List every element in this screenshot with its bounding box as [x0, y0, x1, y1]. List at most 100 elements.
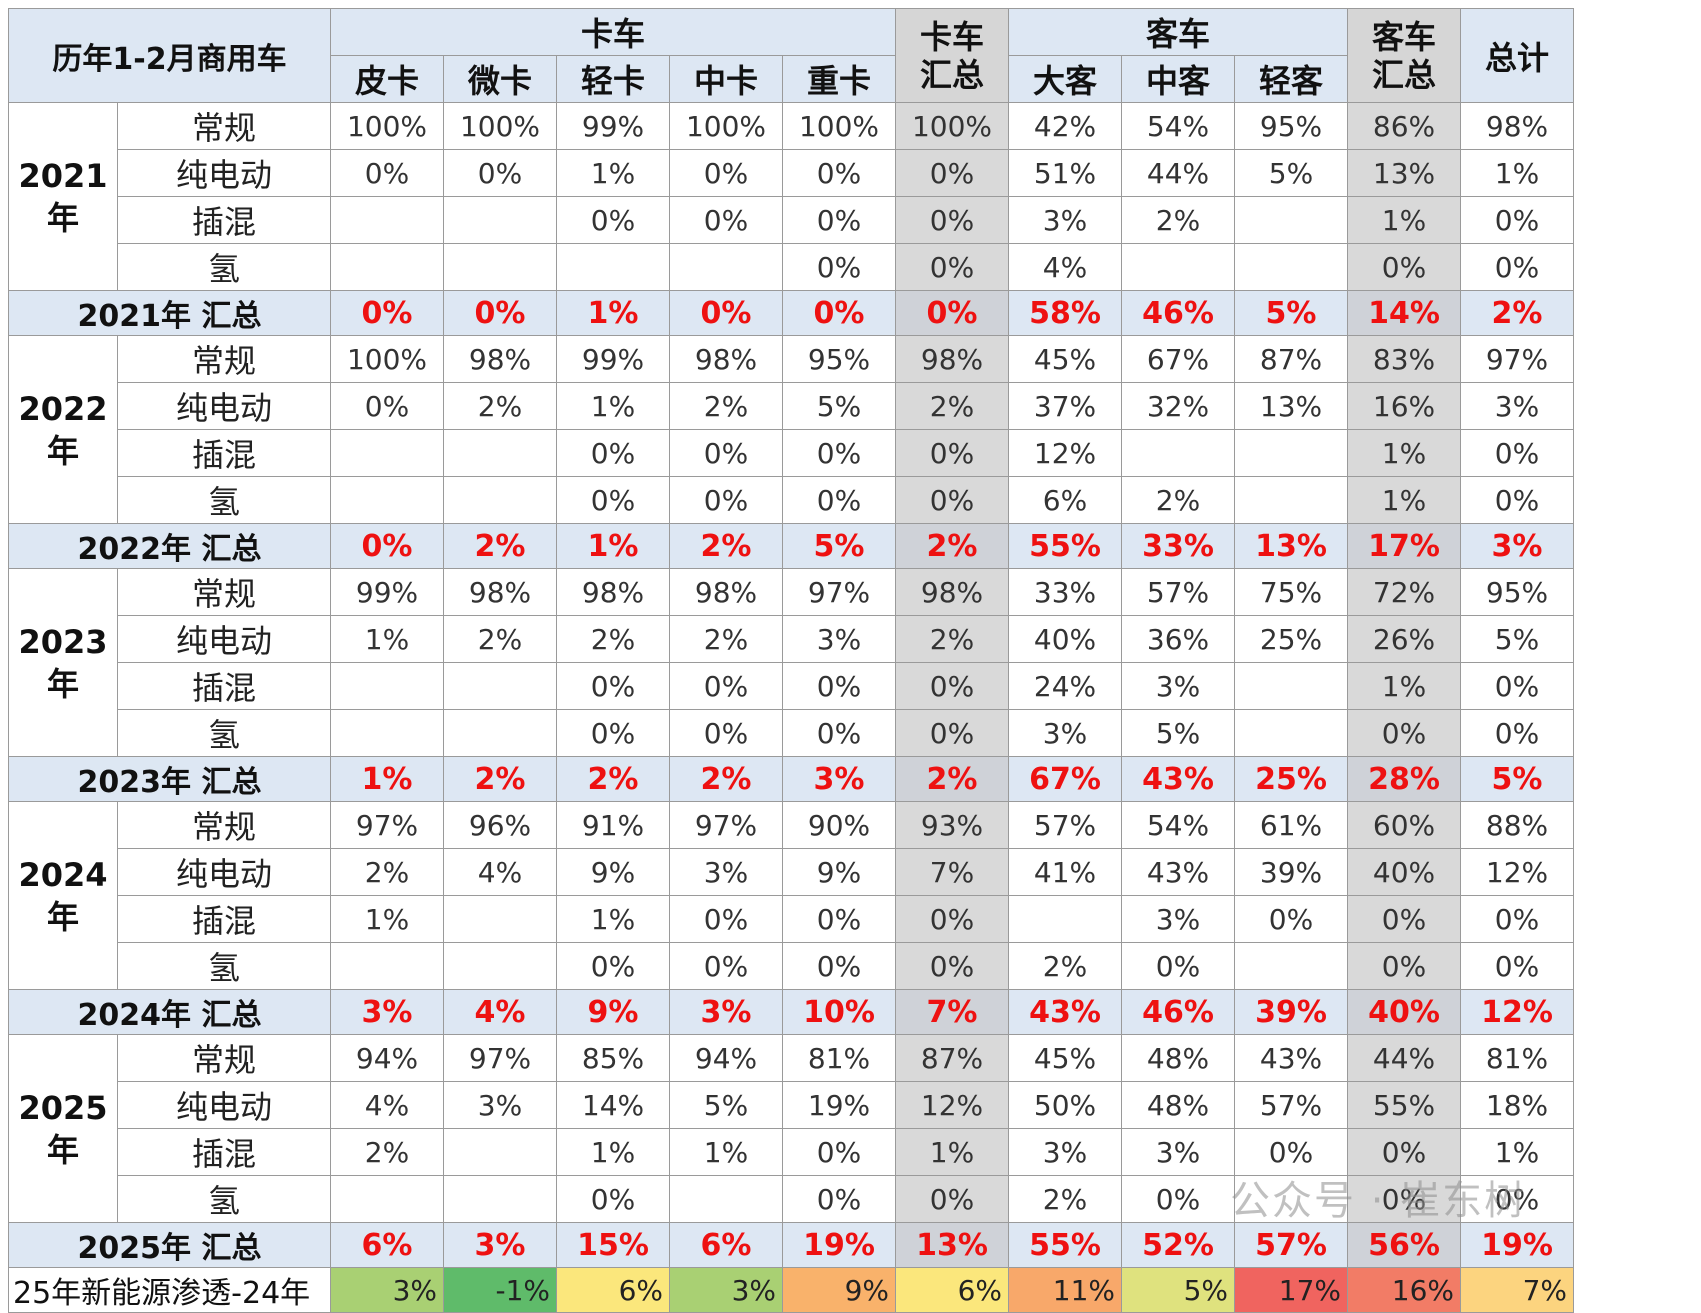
- value-cell: 97%: [443, 1034, 557, 1082]
- summary-value: 5%: [1234, 290, 1348, 336]
- value-cell: 0%: [556, 476, 670, 524]
- value-cell: 97%: [669, 801, 783, 849]
- value-cell: 12%: [1460, 848, 1574, 896]
- table-row: 氢 0% 0% 0% 0% 3% 5% 0% 0%: [9, 709, 1574, 757]
- value-cell: 2%: [330, 848, 444, 896]
- value-cell: 0%: [895, 196, 1009, 244]
- value-cell: 0%: [669, 149, 783, 197]
- value-cell: 5%: [1121, 709, 1235, 757]
- value-cell: 0%: [669, 429, 783, 477]
- summary-value: 19%: [782, 1222, 896, 1268]
- summary-value: 2%: [669, 523, 783, 569]
- value-cell: 24%: [1008, 662, 1122, 710]
- value-cell: [443, 709, 557, 757]
- bus-group-header: 客车: [1008, 8, 1348, 56]
- powertrain-label: 插混: [117, 429, 331, 477]
- value-cell: 0%: [669, 196, 783, 244]
- summary-value: 1%: [330, 756, 444, 802]
- value-cell: 0%: [782, 709, 896, 757]
- summary-value: 17%: [1347, 523, 1461, 569]
- summary-value: 6%: [669, 1222, 783, 1268]
- value-cell: [556, 243, 670, 291]
- table-row: 2021 年常规 100% 100% 99% 100% 100% 100% 42% 54% 95% 8…: [8, 102, 1574, 291]
- summary-value: 2%: [443, 523, 557, 569]
- value-cell: [443, 1128, 557, 1176]
- value-cell: 3%: [1008, 1128, 1122, 1176]
- summary-value: 2%: [895, 523, 1009, 569]
- summary-value: 3%: [443, 1222, 557, 1268]
- summary-label: 2022年 汇总: [8, 523, 331, 569]
- table-row: 插混 0% 0% 0% 0% 3% 2% 1% 0%: [9, 196, 1574, 244]
- powertrain-label: 氢: [117, 709, 331, 757]
- table-row: 纯电动 2% 4% 9% 3% 9% 7% 41% 43% 39% 40% 12%: [9, 848, 1574, 896]
- summary-row: 2025年 汇总 6% 3% 15% 6% 19% 13% 55% 52% 57% 56% 19%: [8, 1222, 1574, 1268]
- column-header: 微卡: [443, 55, 557, 103]
- table-row: 氢 0% 0% 0% 2% 0% 0% 0%: [9, 1175, 1574, 1223]
- value-cell: 51%: [1008, 149, 1122, 197]
- value-cell: 3%: [1121, 1128, 1235, 1176]
- value-cell: 0%: [330, 149, 444, 197]
- diff-value: 5%: [1121, 1267, 1235, 1313]
- value-cell: 100%: [895, 102, 1009, 150]
- value-cell: [1121, 243, 1235, 291]
- summary-value: 15%: [556, 1222, 670, 1268]
- summary-value: 39%: [1234, 989, 1348, 1035]
- value-cell: 0%: [782, 429, 896, 477]
- value-cell: 100%: [330, 335, 444, 383]
- summary-value: 13%: [895, 1222, 1009, 1268]
- summary-value: 7%: [895, 989, 1009, 1035]
- value-cell: 43%: [1234, 1034, 1348, 1082]
- value-cell: 0%: [1460, 476, 1574, 524]
- value-cell: 97%: [1460, 335, 1574, 383]
- diff-row: 25年新能源渗透-24年 3% -1% 6% 3% 9% 6% 11% 5% 17% 16% 7%: [8, 1267, 1574, 1313]
- value-cell: [443, 1175, 557, 1223]
- value-cell: 1%: [330, 895, 444, 943]
- value-cell: 98%: [895, 335, 1009, 383]
- value-cell: 5%: [782, 382, 896, 430]
- value-cell: 39%: [1234, 848, 1348, 896]
- summary-value: 40%: [1347, 989, 1461, 1035]
- value-cell: 93%: [895, 801, 1009, 849]
- summary-value: 6%: [330, 1222, 444, 1268]
- value-cell: 96%: [443, 801, 557, 849]
- value-cell: [443, 196, 557, 244]
- value-cell: 0%: [669, 709, 783, 757]
- table-row: 插混 1% 1% 0% 0% 0% 3% 0% 0% 0%: [9, 895, 1574, 943]
- value-cell: 98%: [556, 568, 670, 616]
- summary-value: 0%: [443, 290, 557, 336]
- summary-value: 52%: [1121, 1222, 1235, 1268]
- value-cell: 91%: [556, 801, 670, 849]
- value-cell: [1121, 429, 1235, 477]
- value-cell: 0%: [556, 709, 670, 757]
- value-cell: 4%: [330, 1081, 444, 1129]
- value-cell: 0%: [556, 942, 670, 990]
- column-header: 重卡: [782, 55, 896, 103]
- summary-value: 28%: [1347, 756, 1461, 802]
- value-cell: 97%: [330, 801, 444, 849]
- value-cell: 1%: [1347, 662, 1461, 710]
- value-cell: 40%: [1347, 848, 1461, 896]
- summary-value: 0%: [669, 290, 783, 336]
- value-cell: 43%: [1121, 848, 1235, 896]
- table-row: 2024 年常规 97% 96% 91% 97% 90% 93% 57% 54% 61% 60% 88%: [8, 801, 1574, 990]
- summary-value: 5%: [782, 523, 896, 569]
- table-row: 插混 0% 0% 0% 0% 24% 3% 1% 0%: [9, 662, 1574, 710]
- value-cell: [1234, 1175, 1348, 1223]
- value-cell: 0%: [782, 476, 896, 524]
- value-cell: 94%: [330, 1034, 444, 1082]
- column-header: 皮卡: [330, 55, 444, 103]
- value-cell: 2%: [669, 615, 783, 663]
- value-cell: [330, 196, 444, 244]
- summary-row: 2022年 汇总 0% 2% 1% 2% 5% 2% 55% 33% 13% 17% 3%: [8, 523, 1574, 569]
- value-cell: 37%: [1008, 382, 1122, 430]
- summary-value: 58%: [1008, 290, 1122, 336]
- summary-value: 56%: [1347, 1222, 1461, 1268]
- diff-value: 6%: [556, 1267, 670, 1313]
- value-cell: 0%: [895, 1175, 1009, 1223]
- value-cell: 0%: [1460, 662, 1574, 710]
- summary-value: 10%: [782, 989, 896, 1035]
- summary-value: 2%: [556, 756, 670, 802]
- value-cell: [330, 709, 444, 757]
- summary-value: 57%: [1234, 1222, 1348, 1268]
- value-cell: 95%: [1234, 102, 1348, 150]
